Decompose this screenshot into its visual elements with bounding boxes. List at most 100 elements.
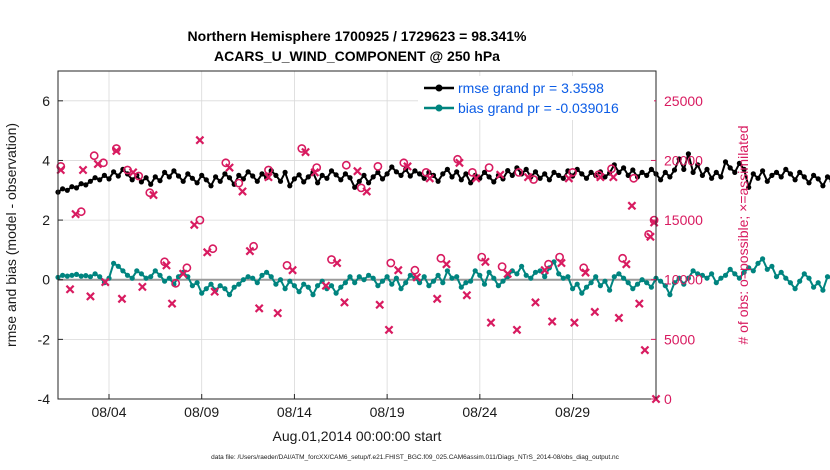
- data-file-footnote: data file: /Users/raeder/DAI/ATM_forcXX/…: [211, 454, 620, 461]
- rmse-point: [801, 174, 807, 180]
- bias-point: [185, 274, 191, 280]
- bias-point: [393, 275, 399, 281]
- obs-assimilated-stroke: [310, 168, 320, 177]
- obs-assimilated-marker: [640, 345, 650, 355]
- obs-assimilated-marker: [621, 259, 631, 269]
- left-y-tick-label: 0: [42, 272, 50, 288]
- obs-possible-marker: [234, 178, 244, 188]
- bias-point: [175, 274, 182, 280]
- bias-point: [60, 272, 66, 278]
- obs-assimilated-stroke: [503, 269, 513, 279]
- bias-point: [500, 278, 506, 284]
- bias-point: [291, 283, 297, 289]
- obs-assimilated-stroke: [71, 209, 80, 219]
- rmse-point: [736, 160, 743, 166]
- bias-point: [111, 260, 117, 266]
- bias-point: [528, 275, 534, 281]
- rmse-point: [750, 171, 756, 177]
- obs-possible-marker: [399, 158, 409, 168]
- bias-point: [792, 286, 798, 292]
- rmse-point: [556, 172, 562, 178]
- rmse-point: [185, 171, 191, 177]
- obs-assimilated-marker: [557, 258, 566, 268]
- obs-assimilated-marker: [425, 173, 435, 183]
- obs-assimilated-marker: [486, 318, 496, 328]
- bias-point: [398, 286, 404, 292]
- rmse-point: [727, 165, 733, 171]
- rmse-point: [625, 172, 631, 178]
- obs-assimilated-marker: [340, 298, 349, 307]
- obs-assimilated-stroke: [512, 325, 522, 335]
- obs-assimilated-marker: [393, 265, 403, 275]
- rmse-point: [106, 176, 112, 182]
- bias-point: [264, 269, 270, 275]
- rmse-point: [97, 177, 103, 183]
- bias-point: [78, 273, 84, 279]
- bias-point: [463, 280, 469, 286]
- rmse-point: [319, 172, 325, 178]
- bias-point: [801, 271, 807, 277]
- rmse-point: [588, 169, 594, 175]
- bias-point: [120, 268, 126, 274]
- rmse-point: [630, 167, 636, 173]
- bias-point: [124, 272, 131, 278]
- bias-point: [69, 272, 75, 278]
- bias-point: [370, 275, 376, 281]
- bias-point: [713, 280, 719, 286]
- bias-point: [509, 268, 515, 274]
- obs-assimilated-stroke: [340, 298, 349, 307]
- rmse-point: [644, 172, 650, 178]
- obs-possible-marker: [297, 144, 307, 153]
- bias-point: [685, 275, 692, 281]
- rmse-point: [338, 177, 344, 183]
- rmse-point: [537, 175, 543, 181]
- bias-point: [556, 271, 562, 277]
- bias-point: [328, 283, 335, 289]
- obs-assimilated-stroke: [353, 166, 362, 176]
- bias-point: [240, 277, 246, 283]
- left-y-tick-label: 2: [42, 212, 50, 228]
- bias-point: [222, 286, 228, 292]
- bias-point: [824, 274, 830, 280]
- rmse-point: [384, 171, 390, 177]
- rmse-point: [486, 174, 492, 180]
- obs-assimilated-marker: [540, 265, 550, 275]
- bias-point: [468, 278, 474, 284]
- bias-point: [579, 290, 585, 296]
- bias-point: [736, 275, 743, 281]
- right-y-axis: 0 5000 10000 15000 20000 25000: [651, 93, 703, 407]
- rmse-point: [287, 183, 293, 189]
- bias-point: [491, 275, 497, 281]
- bias-point: [254, 280, 260, 286]
- bias-point: [73, 271, 80, 277]
- bias-point: [750, 268, 756, 274]
- obs-assimilated-marker: [481, 257, 490, 267]
- obs-assimilated-stroke: [178, 269, 188, 279]
- rmse-point: [347, 175, 353, 181]
- bias-point: [616, 271, 622, 277]
- bias-point: [472, 268, 478, 274]
- bias-point: [690, 268, 696, 274]
- rmse-point: [811, 172, 817, 178]
- bias-point: [681, 281, 687, 287]
- rmse-point: [236, 172, 242, 178]
- obs-assimilated-marker: [646, 232, 655, 242]
- bias-point: [152, 268, 158, 274]
- obs-possible-marker: [356, 183, 366, 193]
- bias-point: [310, 292, 316, 298]
- plot-area: [58, 71, 656, 399]
- obs-assimilated-stroke: [442, 259, 451, 269]
- obs-assimilated-stroke: [547, 317, 557, 326]
- bias-point: [741, 269, 747, 275]
- obs-assimilated-stroke: [564, 173, 574, 183]
- obs-possible-marker: [171, 278, 181, 288]
- left-y-axis-label: rmse and bias (model - observation): [3, 123, 19, 347]
- bias-point: [162, 278, 168, 284]
- legend-bias-marker: [435, 104, 443, 112]
- obs-assimilated-marker: [162, 261, 171, 270]
- rmse-point: [73, 185, 80, 191]
- right-y-tick-label: 10000: [664, 272, 703, 288]
- rmse-point: [222, 171, 228, 177]
- obs-assimilated-marker: [547, 317, 557, 326]
- obs-assimilated-marker: [112, 146, 121, 156]
